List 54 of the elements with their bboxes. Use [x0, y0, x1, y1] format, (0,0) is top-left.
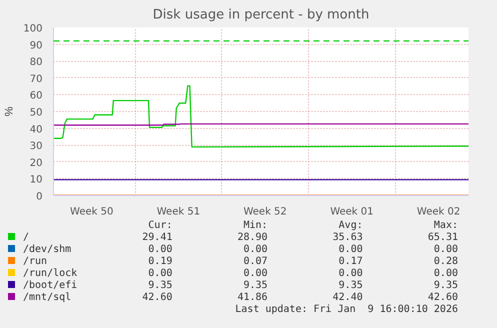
- chart-title: Disk usage in percent - by month: [152, 8, 370, 22]
- x-tick-label: Week 01: [330, 206, 374, 218]
- text: 41.86: [236, 292, 268, 304]
- text: 9.35: [338, 280, 363, 292]
- y-tick-label: 10: [30, 174, 43, 186]
- text: 29.41: [141, 232, 172, 244]
- text: 0.00: [242, 244, 268, 256]
- text: Min:: [242, 220, 268, 232]
- y-tick-label: 70: [30, 74, 43, 85]
- x-tick-label: Week 51: [156, 206, 200, 218]
- text: 42.60: [426, 292, 458, 304]
- text: 35.63: [332, 232, 363, 244]
- text: 0.00: [338, 244, 363, 256]
- y-tick-label: 0: [36, 192, 43, 202]
- y-tick-label: 20: [30, 158, 43, 169]
- text: 42.60: [141, 292, 172, 304]
- text: 9.35: [147, 280, 172, 292]
- legend-label: /boot/efi: [22, 280, 78, 292]
- legend-label: /dev/shm: [22, 244, 72, 256]
- y-tick-label: 50: [30, 108, 43, 118]
- legend-label: /mnt/sql: [22, 292, 72, 304]
- text: 0.28: [432, 256, 458, 268]
- legend-label: /: [22, 232, 30, 244]
- text: 9.35: [432, 280, 458, 292]
- text: 9.35: [242, 280, 268, 292]
- legend-label: /run/lock: [22, 268, 78, 280]
- text: 0.17: [338, 256, 363, 268]
- text: Max:: [432, 220, 458, 232]
- text: 0.00: [242, 268, 268, 280]
- legend-label: /run: [22, 256, 48, 268]
- y-axis-title: %: [3, 106, 16, 116]
- text: 0.07: [242, 256, 268, 268]
- text: 28.90: [236, 232, 268, 244]
- x-tick-label: Week 02: [416, 206, 460, 218]
- y-tick-label: 80: [30, 57, 43, 68]
- text: Cur:: [147, 220, 172, 232]
- x-tick-label: Week 52: [243, 206, 287, 218]
- y-tick-label: 30: [30, 141, 43, 152]
- y-tick-label: 100: [23, 24, 43, 34]
- text: 0.00: [338, 268, 363, 280]
- text: Last update: Fri Jan 9 16:00:10 2026: [234, 304, 458, 316]
- text: 0.00: [432, 268, 458, 280]
- text: 0.00: [432, 244, 458, 256]
- x-tick-label: Week 50: [70, 206, 114, 218]
- text: 65.31: [426, 232, 458, 244]
- y-tick-label: 60: [30, 90, 43, 102]
- y-tick-label: 90: [30, 40, 43, 52]
- text: 42.40: [332, 292, 363, 304]
- text: 0.00: [147, 268, 172, 280]
- line-series: [54, 85, 468, 148]
- text: Avg:: [338, 220, 363, 232]
- y-tick-label: 40: [30, 124, 43, 136]
- text: 0.19: [147, 256, 172, 268]
- text: 0.00: [147, 244, 172, 256]
